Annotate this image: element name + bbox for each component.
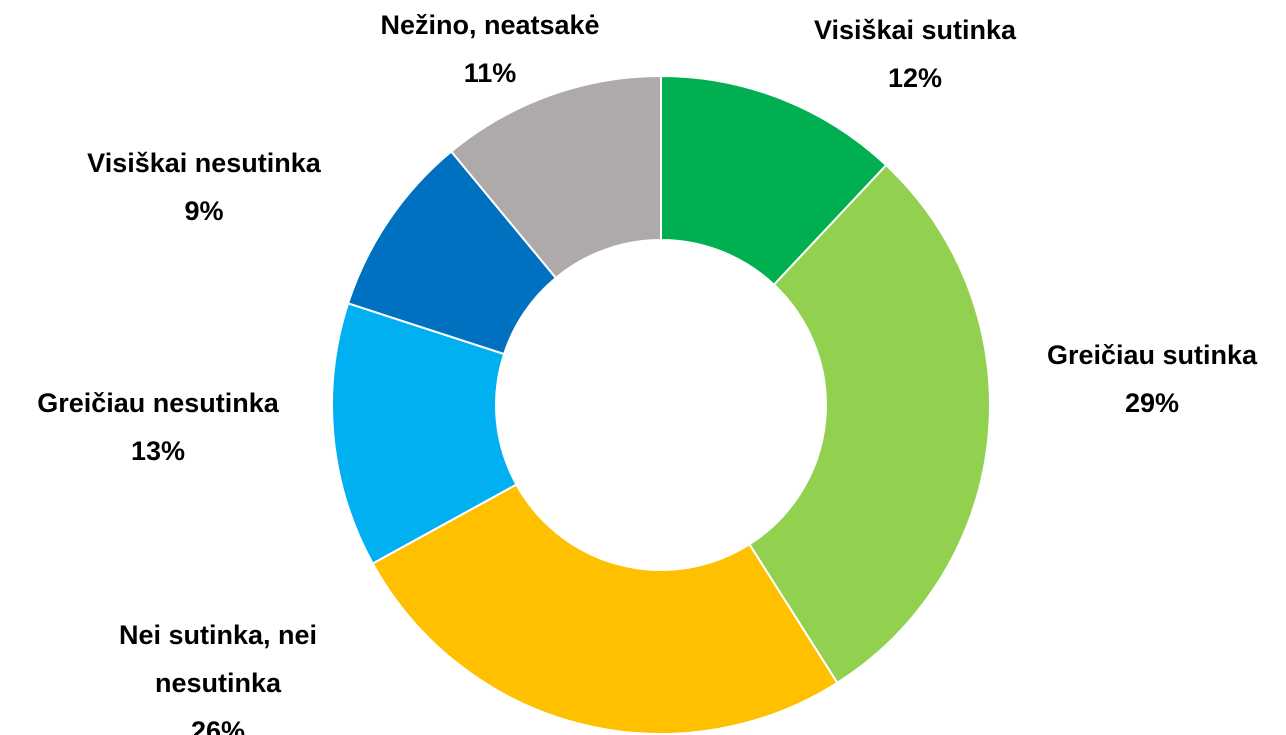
value-label: 26% xyxy=(190,716,246,735)
slice-label: Nei sutinka, nei nesutinka 26% xyxy=(83,611,353,735)
category-label: Greičiau sutinka xyxy=(1046,340,1258,370)
value-label: 12% xyxy=(887,63,943,93)
category-label: Nei sutinka, nei nesutinka xyxy=(118,620,318,698)
slice-label: Greičiau sutinka 29% xyxy=(1002,331,1286,427)
value-label: 11% xyxy=(463,58,517,88)
donut-slice xyxy=(660,74,888,287)
slice-label: Visiškai sutinka 12% xyxy=(715,6,1115,102)
donut-slice xyxy=(748,163,991,685)
category-label: Greičiau nesutinka xyxy=(37,388,279,418)
donut-slice xyxy=(371,483,839,735)
category-label: Visiškai sutinka xyxy=(813,15,1017,45)
slice-label: Greičiau nesutinka 13% xyxy=(0,379,328,475)
donut-slice xyxy=(331,302,518,565)
value-label: 9% xyxy=(184,196,224,226)
value-label: 13% xyxy=(130,436,186,466)
donut-slice xyxy=(449,74,662,280)
slice-label: Visiškai nesutinka 9% xyxy=(34,139,374,235)
category-label: Nežino, neatsakė xyxy=(380,10,600,40)
slice-label: Nežino, neatsakė 11% xyxy=(290,1,690,97)
value-label: 29% xyxy=(1124,388,1180,418)
category-label: Visiškai nesutinka xyxy=(87,148,321,178)
